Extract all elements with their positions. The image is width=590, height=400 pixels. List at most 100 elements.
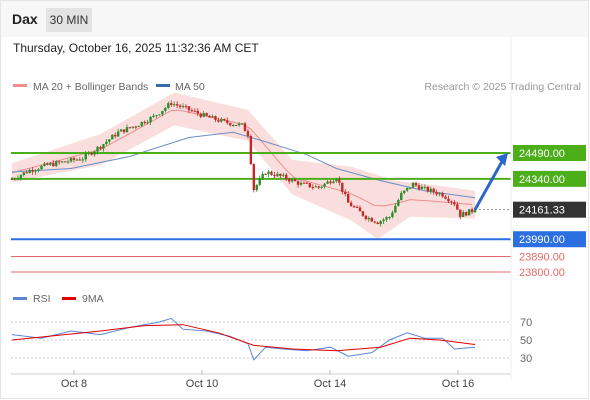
candle-body xyxy=(75,159,79,161)
candle-body xyxy=(367,217,371,220)
candle-body xyxy=(450,201,453,203)
candle-body xyxy=(246,131,250,136)
ma20-legend-label: MA 20 + Bollinger Bands xyxy=(33,81,148,93)
candle-body xyxy=(125,127,129,133)
candle-body xyxy=(405,187,409,191)
candle-body xyxy=(464,212,468,216)
candle-body xyxy=(87,152,90,154)
candle-body xyxy=(352,206,356,208)
candle-body xyxy=(93,151,96,155)
pivot-tag-3: 23990.00 xyxy=(519,234,565,246)
resistance-tag-bg-1 xyxy=(513,170,586,187)
rsi-line xyxy=(11,317,476,361)
candle-body xyxy=(31,169,34,172)
candle-body xyxy=(220,118,223,122)
candle-body xyxy=(370,217,373,222)
forecast-arrow xyxy=(473,153,508,211)
candle-body xyxy=(184,106,188,108)
candle-body xyxy=(338,179,341,183)
candle-body xyxy=(196,110,199,114)
candle-body xyxy=(25,172,28,174)
candle-body xyxy=(167,103,170,108)
candle-body xyxy=(243,123,247,132)
candle-body xyxy=(432,188,435,193)
rsi-grid: 70 50 30 xyxy=(11,317,532,365)
candle-body xyxy=(329,181,332,184)
candle-body xyxy=(323,183,326,187)
candle-body xyxy=(249,135,253,165)
candle-body xyxy=(414,182,418,186)
ma9-legend-label: 9MA xyxy=(82,293,104,305)
candle-body xyxy=(181,106,185,108)
candle-body xyxy=(134,126,138,128)
candle-body xyxy=(161,110,164,115)
candle-body xyxy=(102,144,105,149)
candle-body xyxy=(155,115,158,117)
candle-body xyxy=(429,188,432,192)
x-tick-label-3: Oct 16 xyxy=(442,378,474,390)
candle-body xyxy=(37,169,40,171)
candle-body xyxy=(441,193,444,197)
candle-body xyxy=(473,209,477,213)
candle-body xyxy=(311,187,315,189)
ma20-legend-swatch xyxy=(13,84,27,87)
candle-body xyxy=(96,146,99,152)
candle-body xyxy=(341,182,344,192)
candle-body xyxy=(149,116,152,123)
candle-body xyxy=(69,158,73,162)
candle-body xyxy=(317,186,320,188)
candle-body xyxy=(438,193,441,195)
rsi-legend-label: RSI xyxy=(33,293,51,305)
resistance-tag-1: 24340.00 xyxy=(519,174,565,186)
current-tag-bg-2 xyxy=(513,201,586,218)
candle-body xyxy=(72,158,76,160)
candle-body xyxy=(140,121,143,126)
candle-body xyxy=(376,222,379,224)
candle-body xyxy=(137,125,141,127)
ma50-legend-label: MA 50 xyxy=(175,81,205,93)
candle-body xyxy=(358,207,362,212)
candle-body xyxy=(290,179,294,182)
candle-body xyxy=(16,178,20,180)
candle-body xyxy=(314,186,317,188)
timeframe-button[interactable]: 30 MIN xyxy=(46,8,92,32)
candle-body xyxy=(208,115,211,118)
candle-body xyxy=(423,186,427,188)
candle-body xyxy=(226,120,229,123)
ma50-line xyxy=(11,131,476,199)
candle-body xyxy=(444,196,447,199)
ma9-legend-swatch xyxy=(62,297,76,300)
candle-body xyxy=(10,178,14,180)
candle-body xyxy=(302,182,306,184)
candle-body xyxy=(279,173,282,176)
candle-body xyxy=(305,182,309,184)
candle-body xyxy=(49,163,52,165)
candle-body xyxy=(417,185,421,190)
candle-body xyxy=(170,103,173,105)
rsi-tick-70: 70 xyxy=(520,317,532,329)
candle-body xyxy=(388,216,391,218)
candle-body xyxy=(462,212,465,217)
candle-body xyxy=(435,192,438,195)
candle-body xyxy=(453,202,456,205)
candle-body xyxy=(447,198,450,202)
candle-body xyxy=(261,173,264,179)
candle-body xyxy=(282,174,285,176)
candle-body xyxy=(211,116,214,118)
candle-body xyxy=(175,104,179,106)
candle-body xyxy=(258,178,261,185)
candle-body xyxy=(111,134,114,140)
x-axis-ticks: Oct 8 Oct 10 Oct 14 Oct 16 xyxy=(61,370,474,390)
candle-body xyxy=(66,161,70,163)
candle-body xyxy=(43,163,46,166)
candle-body xyxy=(63,161,67,163)
price-labels: 24490.00 24340.00 24161.33 23990.00 23890.00… xyxy=(513,145,586,279)
candle-body xyxy=(99,146,102,149)
candle-body xyxy=(408,187,412,189)
candle-body xyxy=(252,164,256,191)
candle-body xyxy=(205,113,208,116)
support-label-5: 23800.00 xyxy=(519,267,565,279)
candle-body xyxy=(172,104,176,106)
